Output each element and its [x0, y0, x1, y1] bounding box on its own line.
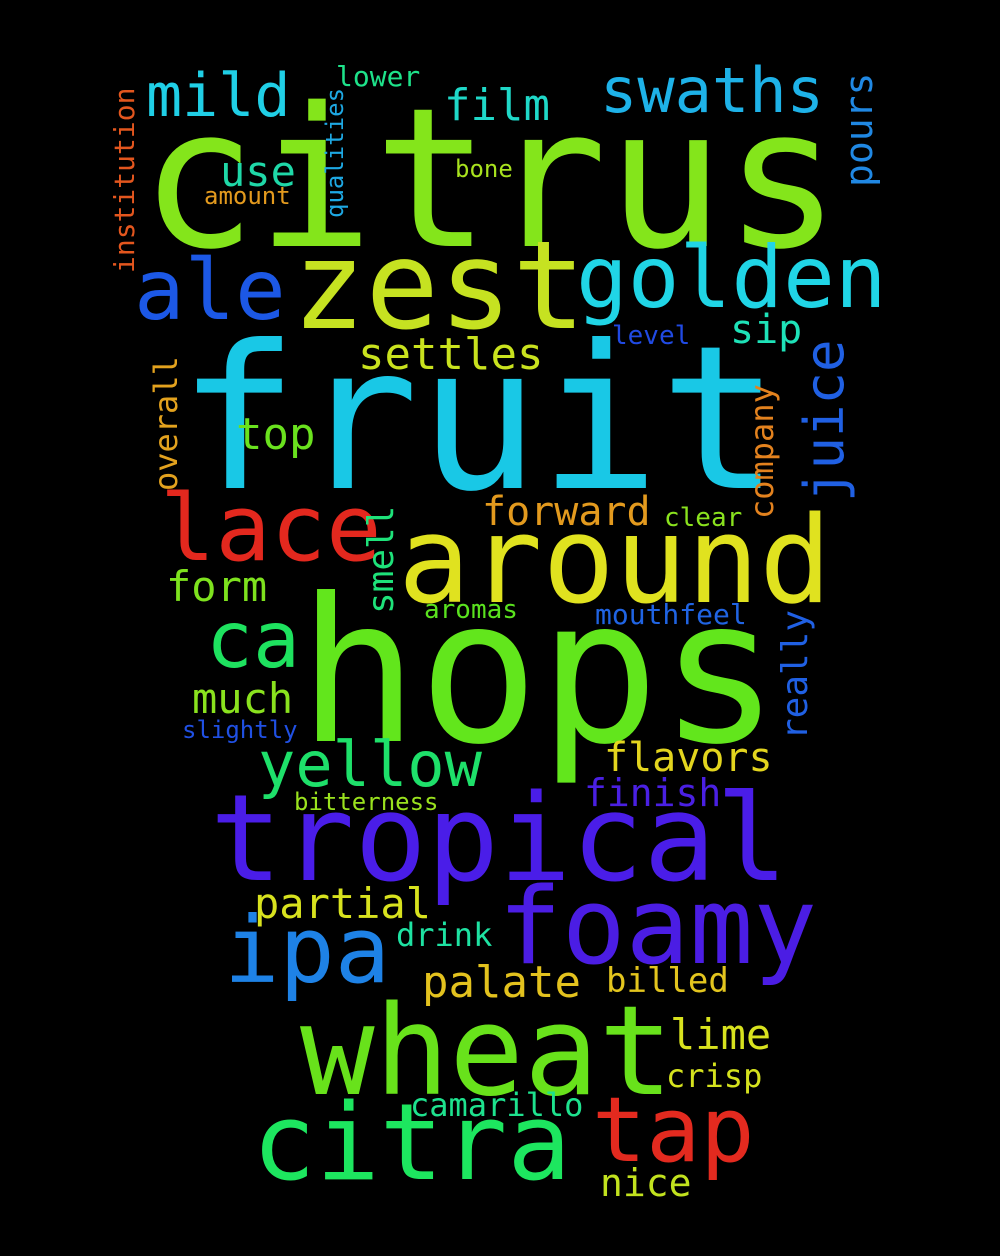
word-company: company: [743, 384, 781, 519]
word-camarillo: camarillo: [410, 1086, 584, 1124]
word-ca: ca: [206, 596, 300, 686]
word-lace: lace: [160, 475, 382, 582]
word-use: use: [220, 147, 296, 196]
word-tropical: tropical: [210, 770, 788, 909]
word-citra: citra: [252, 1081, 572, 1204]
word-lime: lime: [670, 1010, 772, 1059]
word-zest: zest: [292, 215, 586, 357]
word-forward: forward: [482, 489, 651, 535]
word-aromas: aromas: [424, 595, 518, 625]
word-much: much: [192, 674, 294, 723]
word-level: level: [612, 321, 691, 351]
word-really: really: [775, 609, 816, 740]
word-lower: lower: [336, 60, 421, 93]
word-citrus: citrus: [140, 66, 841, 292]
word-hops: hops: [298, 556, 780, 789]
word-settles: settles: [358, 329, 544, 380]
word-bone: bone: [455, 155, 513, 183]
word-foamy: foamy: [498, 865, 818, 988]
word-golden: golden: [576, 228, 887, 328]
word-crisp: crisp: [666, 1057, 763, 1095]
word-slightly: slightly: [182, 716, 298, 744]
word-fruit: fruit: [178, 303, 781, 536]
word-flavors: flavors: [604, 735, 773, 781]
word-institution: institution: [108, 87, 141, 273]
word-top: top: [236, 409, 316, 460]
word-ale: ale: [134, 241, 286, 339]
word-form: form: [166, 562, 268, 611]
word-palate: palate: [422, 957, 581, 1008]
word-clear: clear: [664, 503, 743, 533]
word-bitterness: bitterness: [294, 788, 439, 816]
word-wheat: wheat: [300, 980, 674, 1124]
word-finish: finish: [584, 771, 722, 815]
word-juice: juice: [793, 339, 856, 502]
word-billed: billed: [606, 961, 729, 1001]
word-pours: pours: [837, 72, 881, 187]
word-ipa: ipa: [224, 897, 391, 1004]
word-swaths: swaths: [600, 54, 824, 127]
word-qualities: qualities: [321, 87, 349, 218]
word-drink: drink: [396, 916, 493, 954]
word-sip: sip: [730, 307, 803, 353]
word-amount: amount: [204, 182, 291, 210]
word-film: film: [444, 80, 550, 131]
word-mild: mild: [146, 61, 291, 131]
word-yellow: yellow: [258, 728, 482, 801]
word-tap: tap: [592, 1078, 755, 1183]
word-nice: nice: [600, 1161, 692, 1205]
word-smell: smell: [361, 505, 402, 614]
word-partial: partial: [254, 879, 432, 928]
word-around: around: [398, 492, 832, 631]
word-overall: overall: [147, 356, 185, 491]
word-mouthfeel: mouthfeel: [595, 598, 747, 631]
